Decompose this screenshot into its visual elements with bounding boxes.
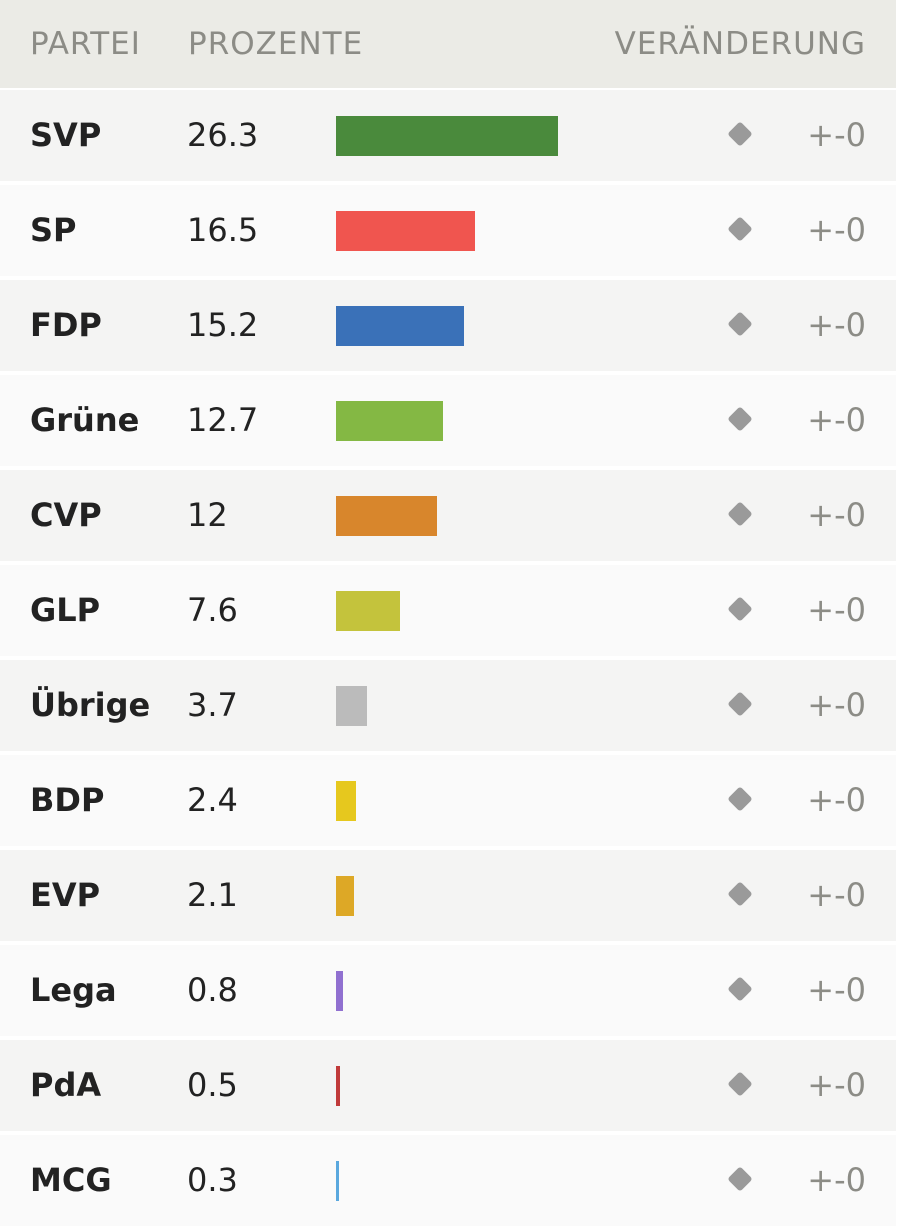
change-value: +-0: [807, 781, 866, 819]
percent-value: 0.5: [187, 1066, 238, 1104]
table-row: Lega 0.8 +-0: [0, 945, 896, 1040]
table-row: MCG 0.3 +-0: [0, 1135, 896, 1230]
diamond-icon: [727, 596, 753, 622]
header-party: PARTEI: [30, 26, 141, 62]
table-row: SP 16.5 +-0: [0, 185, 896, 280]
bar-glp: [336, 591, 400, 631]
percent-value: 26.3: [187, 116, 259, 154]
bar-sp: [336, 211, 475, 251]
bar-fdp: [336, 306, 464, 346]
percent-value: 16.5: [187, 211, 259, 249]
table-row: CVP 12 +-0: [0, 470, 896, 565]
diamond-icon: [727, 311, 753, 337]
diamond-icon: [727, 691, 753, 717]
table-row: SVP 26.3 +-0: [0, 90, 896, 185]
diamond-icon: [727, 501, 753, 527]
diamond-icon: [727, 216, 753, 242]
percent-value: 7.6: [187, 591, 238, 629]
bar-pda: [336, 1066, 340, 1106]
party-name: Lega: [30, 971, 117, 1009]
percent-value: 3.7: [187, 686, 238, 724]
party-name: EVP: [30, 876, 101, 914]
change-value: +-0: [807, 971, 866, 1009]
percent-value: 12.7: [187, 401, 259, 439]
header-change: VERÄNDERUNG: [614, 26, 866, 62]
diamond-icon: [727, 786, 753, 812]
percent-value: 0.3: [187, 1161, 238, 1199]
change-value: +-0: [807, 211, 866, 249]
table-row: PdA 0.5 +-0: [0, 1040, 896, 1135]
diamond-icon: [727, 1166, 753, 1192]
change-value: +-0: [807, 1161, 866, 1199]
change-value: +-0: [807, 686, 866, 724]
diamond-icon: [727, 976, 753, 1002]
bar-mcg: [336, 1161, 339, 1201]
bar-übrige: [336, 686, 367, 726]
diamond-icon: [727, 406, 753, 432]
change-value: +-0: [807, 116, 866, 154]
bar-evp: [336, 876, 354, 916]
party-name: Übrige: [30, 686, 151, 724]
party-name: BDP: [30, 781, 105, 819]
change-value: +-0: [807, 306, 866, 344]
diamond-icon: [727, 121, 753, 147]
bar-lega: [336, 971, 343, 1011]
table-row: GLP 7.6 +-0: [0, 565, 896, 660]
table-row: EVP 2.1 +-0: [0, 850, 896, 945]
change-value: +-0: [807, 591, 866, 629]
party-name: PdA: [30, 1066, 102, 1104]
header-percent: PROZENTE: [188, 26, 364, 62]
bar-bdp: [336, 781, 356, 821]
party-name: FDP: [30, 306, 102, 344]
percent-value: 2.4: [187, 781, 238, 819]
table-row: FDP 15.2 +-0: [0, 280, 896, 375]
party-name: GLP: [30, 591, 101, 629]
party-name: MCG: [30, 1161, 112, 1199]
party-name: CVP: [30, 496, 102, 534]
bar-svp: [336, 116, 558, 156]
percent-value: 0.8: [187, 971, 238, 1009]
table-row: BDP 2.4 +-0: [0, 755, 896, 850]
table-body: SVP 26.3 +-0 SP 16.5 +-0 FDP 15.2 +-0 Grüne 12.7 +-…: [0, 90, 896, 1230]
diamond-icon: [727, 881, 753, 907]
table-row: Grüne 12.7 +-0: [0, 375, 896, 470]
table-header: PARTEI PROZENTE VERÄNDERUNG: [0, 0, 896, 90]
percent-value: 2.1: [187, 876, 238, 914]
party-name: SP: [30, 211, 77, 249]
percent-value: 15.2: [187, 306, 259, 344]
party-name: SVP: [30, 116, 102, 154]
percent-value: 12: [187, 496, 228, 534]
change-value: +-0: [807, 876, 866, 914]
change-value: +-0: [807, 496, 866, 534]
bar-grüne: [336, 401, 443, 441]
change-value: +-0: [807, 401, 866, 439]
party-name: Grüne: [30, 401, 140, 439]
diamond-icon: [727, 1071, 753, 1097]
table-row: Übrige 3.7 +-0: [0, 660, 896, 755]
bar-cvp: [336, 496, 437, 536]
change-value: +-0: [807, 1066, 866, 1104]
